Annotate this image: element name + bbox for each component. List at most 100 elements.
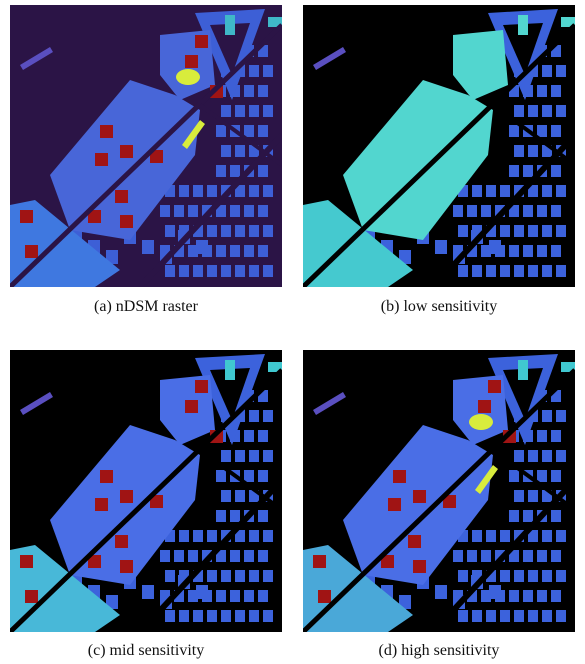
shape — [551, 205, 561, 217]
shape — [435, 240, 447, 254]
shape — [235, 570, 245, 582]
shape — [207, 225, 217, 237]
shape — [165, 610, 175, 622]
panel-image — [10, 350, 282, 632]
shape — [230, 245, 240, 257]
shape — [523, 510, 533, 522]
shape — [142, 585, 154, 599]
caption: (a) nDSM raster — [10, 298, 282, 316]
shape — [542, 530, 552, 542]
shape — [216, 125, 226, 137]
shape — [244, 245, 254, 257]
shape — [258, 165, 268, 177]
shape — [489, 585, 501, 599]
shape — [258, 245, 268, 257]
shape — [263, 185, 273, 197]
shape — [230, 510, 240, 522]
shape — [542, 185, 552, 197]
shape — [207, 610, 217, 622]
shape — [556, 105, 566, 117]
shape — [221, 610, 231, 622]
shape — [225, 15, 235, 35]
shape — [556, 570, 566, 582]
shape — [528, 570, 538, 582]
shape — [235, 610, 245, 622]
shape — [556, 265, 566, 277]
shape — [165, 265, 175, 277]
shape — [258, 205, 268, 217]
shape — [514, 105, 524, 117]
shape — [556, 530, 566, 542]
shape — [472, 185, 482, 197]
shape — [221, 145, 231, 157]
shape — [244, 205, 254, 217]
shape — [542, 265, 552, 277]
shape — [523, 205, 533, 217]
shape — [120, 215, 133, 228]
shape — [249, 450, 259, 462]
shape — [207, 185, 217, 197]
shape — [249, 530, 259, 542]
shape — [388, 498, 401, 511]
shape — [542, 570, 552, 582]
shape — [258, 550, 268, 562]
shape — [528, 490, 538, 502]
shape — [115, 535, 128, 548]
shape — [551, 470, 561, 482]
shape — [263, 570, 273, 582]
shape — [467, 205, 477, 217]
shape — [165, 570, 175, 582]
shape — [486, 530, 496, 542]
panel-image — [303, 350, 575, 632]
shape — [165, 225, 175, 237]
shape — [263, 105, 273, 117]
shape — [469, 414, 493, 430]
shape — [542, 450, 552, 462]
shape — [523, 245, 533, 257]
shape — [25, 590, 38, 603]
shape — [551, 590, 561, 602]
shape — [509, 245, 519, 257]
shape — [467, 550, 477, 562]
shape — [500, 530, 510, 542]
shape — [472, 610, 482, 622]
shape — [528, 225, 538, 237]
shape — [514, 145, 524, 157]
shape — [258, 470, 268, 482]
shape — [514, 225, 524, 237]
shape — [472, 530, 482, 542]
shape — [235, 265, 245, 277]
shape — [556, 450, 566, 462]
shape — [221, 490, 231, 502]
caption: (d) high sensitivity — [303, 642, 575, 660]
shape — [537, 205, 547, 217]
shape — [179, 610, 189, 622]
shape — [528, 610, 538, 622]
shape — [509, 165, 519, 177]
shape — [408, 535, 421, 548]
shape — [518, 360, 528, 380]
shape — [249, 185, 259, 197]
shape — [193, 265, 203, 277]
shape — [263, 225, 273, 237]
shape — [196, 240, 208, 254]
shape — [458, 265, 468, 277]
shape — [225, 360, 235, 380]
shape — [489, 240, 501, 254]
shape — [235, 145, 245, 157]
shape — [216, 245, 226, 257]
shape — [486, 610, 496, 622]
shape — [542, 65, 552, 77]
shape — [25, 245, 38, 258]
shape — [488, 380, 501, 393]
shape — [160, 205, 170, 217]
figure: (a) nDSM raster (b) low sensitivity (c) … — [0, 0, 585, 664]
shape — [537, 245, 547, 257]
shape — [263, 65, 273, 77]
shape — [195, 380, 208, 393]
shape — [244, 430, 254, 442]
shape — [528, 265, 538, 277]
shape — [196, 585, 208, 599]
shape — [179, 265, 189, 277]
shape — [235, 105, 245, 117]
